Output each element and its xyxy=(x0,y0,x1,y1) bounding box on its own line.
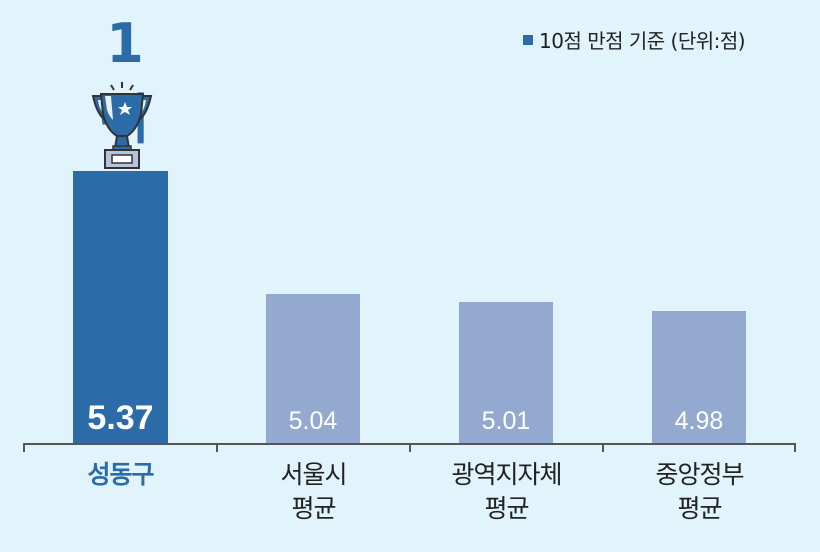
legend-swatch xyxy=(523,34,533,45)
category-label-line: 광역지자체 xyxy=(451,460,562,489)
bar-value: 5.04 xyxy=(288,407,338,435)
category-label-metropolitan-average: 광역지자체 평균 xyxy=(410,458,603,526)
category-label-central-government-average: 중앙정부 평균 xyxy=(603,458,796,526)
x-axis-tick xyxy=(602,443,604,452)
category-label-line: 중앙정부 xyxy=(655,460,744,489)
bar-central-government-average: 4.98 xyxy=(652,311,746,444)
bar-value: 4.98 xyxy=(674,407,724,435)
bar-seongdong: 5.37 xyxy=(73,171,168,444)
bar-metropolitan-average: 5.01 xyxy=(459,302,553,444)
trophy-icon xyxy=(91,82,153,169)
category-label-seongdong: 성동구 xyxy=(24,458,217,492)
category-label-line: 평균 xyxy=(484,494,529,523)
x-axis-tick xyxy=(409,443,411,452)
bar-value: 5.01 xyxy=(481,407,531,435)
x-axis-tick xyxy=(23,443,25,452)
category-label-line: 서울시 xyxy=(280,460,347,489)
x-axis-tick xyxy=(216,443,218,452)
bar-value: 5.37 xyxy=(87,399,154,437)
x-axis-tick xyxy=(794,443,796,452)
bar-seoul-average: 5.04 xyxy=(266,294,360,444)
legend-label: 10점 만점 기준 (단위:점) xyxy=(539,29,746,53)
category-label-line: 평균 xyxy=(677,494,722,523)
category-label-seoul-average: 서울시 평균 xyxy=(217,458,410,526)
legend: 10점 만점 기준 (단위:점) xyxy=(523,25,746,54)
category-label-line: 평균 xyxy=(291,494,336,523)
category-label-line: 성동구 xyxy=(87,460,154,489)
